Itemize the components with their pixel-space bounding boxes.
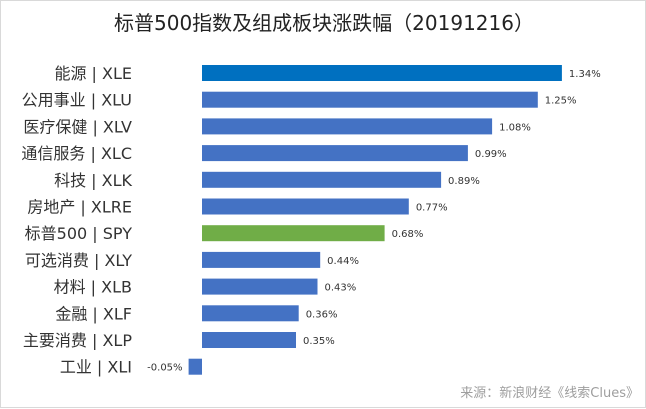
category-label: 能源 | XLE <box>54 64 132 83</box>
bar <box>202 305 299 322</box>
bar <box>202 118 493 135</box>
bar <box>202 278 318 295</box>
data-label: 0.99% <box>475 149 507 160</box>
data-label: 0.43% <box>324 283 356 294</box>
bar <box>202 65 562 81</box>
source-note: 来源：新浪财经《线索Clues》 <box>460 386 639 401</box>
data-label: 0.89% <box>448 176 480 187</box>
bar <box>202 251 321 268</box>
data-label: 0.44% <box>327 256 359 267</box>
data-label: 0.77% <box>416 203 448 214</box>
data-label: 1.25% <box>545 96 577 107</box>
category-label: 标普500 | SPY <box>25 224 133 243</box>
category-label: 金融 | XLF <box>55 304 132 323</box>
chart-title: 标普500指数及组成板块涨跌幅（20191216） <box>114 11 534 35</box>
category-label: 可选消费 | XLY <box>25 251 132 270</box>
data-label: 0.35% <box>303 336 335 347</box>
bar <box>188 358 202 375</box>
category-label: 通信服务 | XLC <box>21 144 132 163</box>
bar <box>202 225 385 242</box>
category-label: 房地产 | XLRE <box>27 198 132 217</box>
category-label: 工业 | XLI <box>60 358 132 377</box>
bar <box>202 198 409 215</box>
bar <box>202 332 296 348</box>
category-label: 科技 | XLK <box>54 171 132 190</box>
data-label: 0.36% <box>306 309 338 320</box>
bar <box>202 145 468 162</box>
data-label: 0.68% <box>392 229 424 240</box>
category-label: 材料 | XLB <box>54 278 132 297</box>
data-label: -0.05% <box>147 363 182 374</box>
category-label: 医疗保健 | XLV <box>23 117 132 136</box>
category-label: 主要消费 | XLP <box>23 331 132 350</box>
data-label: 1.08% <box>499 122 531 133</box>
data-label: 1.34% <box>569 69 601 80</box>
bar <box>202 91 538 108</box>
bar <box>202 171 442 188</box>
category-label: 公用事业 | XLU <box>22 91 132 110</box>
